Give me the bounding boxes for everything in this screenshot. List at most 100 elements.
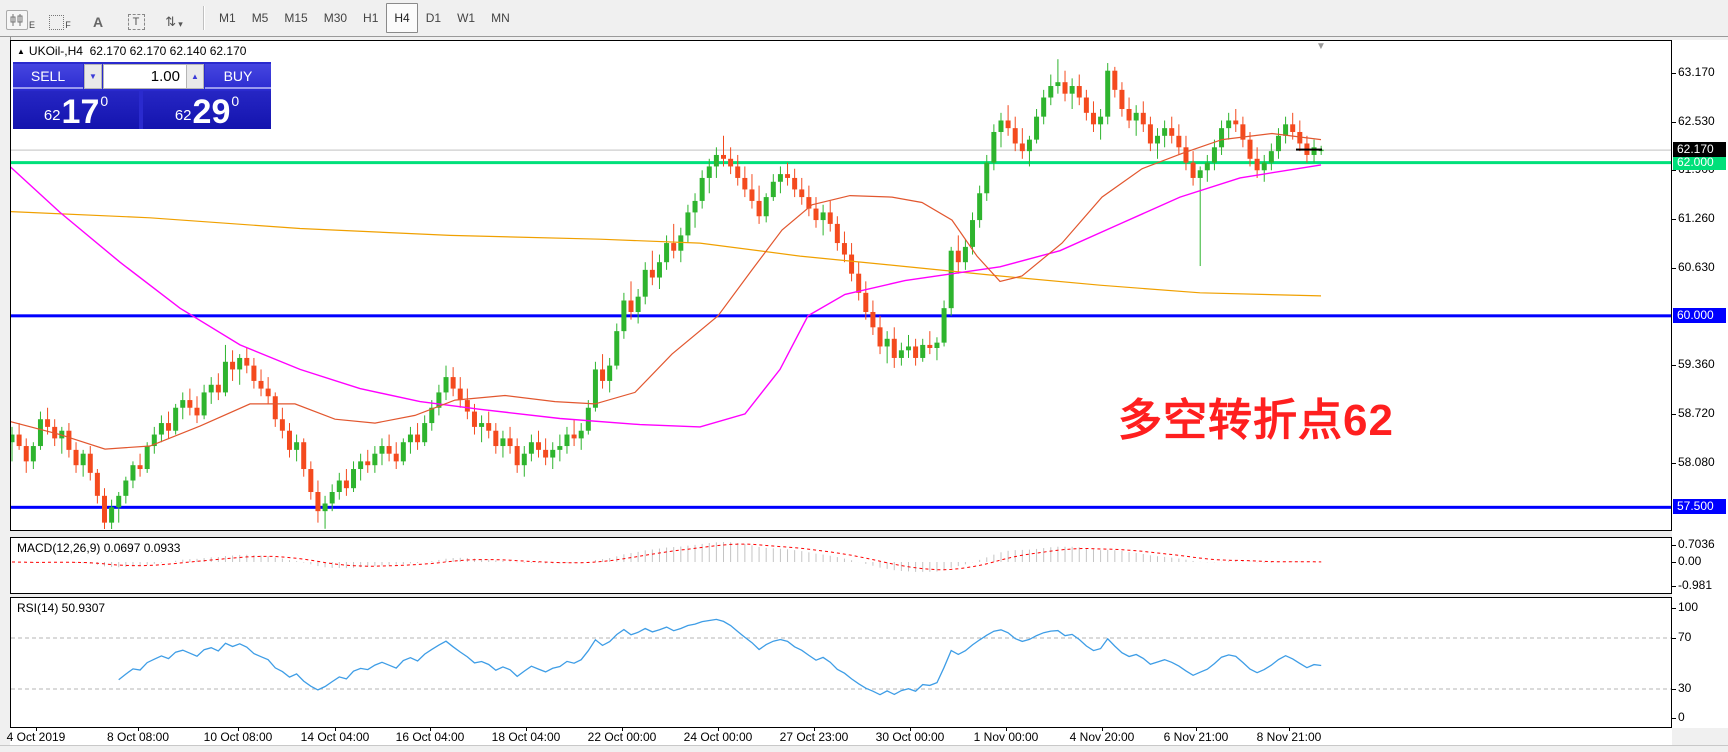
timeframe-button-w1[interactable]: W1 (457, 11, 476, 25)
axis-tick-label: 70 (1678, 630, 1692, 644)
axis-tick-mark (1672, 463, 1676, 464)
time-tick-label: 4 Oct 2019 (6, 730, 66, 744)
chart-shift-marker-icon[interactable]: ▼ (1316, 41, 1326, 52)
timeframe-button-m1[interactable]: M1 (219, 11, 236, 25)
time-tick-mark (1196, 728, 1197, 731)
time-tick-label: 10 Oct 08:00 (203, 730, 273, 744)
axis-tick-mark (1672, 219, 1676, 220)
axis-tick-label: 59.360 (1678, 357, 1715, 371)
text-label-button[interactable]: A (82, 4, 114, 32)
rsi-label: RSI(14) 50.9307 (17, 601, 106, 615)
time-tick-label: 6 Nov 21:00 (1163, 730, 1229, 744)
volume-decrease-button[interactable]: ▼ (84, 64, 102, 89)
macd-label: MACD(12,26,9) 0.0697 0.0933 (17, 541, 181, 555)
timeframe-button-h1[interactable]: H1 (363, 11, 379, 25)
text-box-icon: T (127, 14, 145, 30)
axis-tick-label: 0.7036 (1678, 537, 1715, 551)
time-tick-mark (138, 728, 139, 731)
price-axis[interactable]: 63.17062.53061.90061.26060.63059.36058.7… (1672, 40, 1728, 728)
time-tick-mark (1006, 728, 1007, 731)
pane-splitter[interactable] (10, 594, 1672, 597)
macd-pane: MACD(12,26,9) 0.0697 0.0933 (10, 537, 1672, 594)
rsi-canvas[interactable] (11, 598, 1671, 727)
timeframe-button-h4[interactable]: H4 (386, 3, 418, 33)
time-tick-mark (1289, 728, 1290, 731)
time-tick-mark (238, 728, 239, 731)
price-badge-level-blue: 57.500 (1673, 499, 1726, 514)
time-tick-label: 8 Oct 08:00 (106, 730, 170, 744)
sell-button[interactable]: SELL (13, 64, 83, 89)
time-tick-label: 16 Oct 04:00 (395, 730, 465, 744)
buy-button[interactable]: BUY (205, 64, 271, 89)
timeframe-button-group: M1 M5 M15 M30 H1 H4 D1 W1 MN (211, 3, 518, 33)
grid-button[interactable]: F (44, 4, 76, 32)
main-chart-pane: ▲ UKOil-,H4 62.170 62.170 62.140 62.170 … (10, 40, 1672, 531)
timeframe-button-m5[interactable]: M5 (251, 11, 269, 25)
time-tick-mark (1102, 728, 1103, 731)
main-toolbar: E F A T ⇅ ▾ M1 M5 M15 M30 H1 H4 D1 W1 MN (0, 0, 1728, 37)
axis-tick-mark (1672, 608, 1676, 609)
volume-increase-button[interactable]: ▲ (186, 64, 204, 89)
axis-tick-mark (1672, 718, 1676, 719)
sell-price-sup: 0 (100, 93, 109, 109)
axis-tick-mark (1672, 545, 1676, 546)
grid-icon (49, 15, 65, 30)
time-tick-mark (430, 728, 431, 731)
time-tick-mark (910, 728, 911, 731)
time-tick-mark (814, 728, 815, 731)
chart-annotation-text: 多空转折点62 (1118, 396, 1394, 445)
time-tick-mark (622, 728, 623, 731)
cursor-arrows-icon: ⇅ (165, 14, 177, 29)
chart-shortcut-icon (6, 10, 28, 30)
axis-tick-label: 0.00 (1678, 554, 1702, 568)
axis-tick-label: 63.170 (1678, 65, 1715, 79)
axis-tick-label: 100 (1678, 600, 1699, 614)
price-badge-level-green: 62.000 (1673, 155, 1726, 170)
time-tick-label: 8 Nov 21:00 (1256, 730, 1322, 744)
axis-tick-mark (1672, 73, 1676, 74)
time-tick-mark (526, 728, 527, 731)
main-chart-canvas[interactable] (11, 41, 1671, 530)
price-badge-last-price: 62.170 (1673, 142, 1726, 157)
pane-splitter[interactable] (10, 531, 1672, 537)
cursor-tools-button[interactable]: ⇅ ▾ (158, 4, 190, 32)
axis-tick-mark (1672, 268, 1676, 269)
axis-tick-mark (1672, 365, 1676, 366)
timeframe-button-m30[interactable]: M30 (323, 11, 348, 25)
rsi-pane: RSI(14) 50.9307 (10, 597, 1672, 728)
symbol-info-line: ▲ UKOil-,H4 62.170 62.170 62.140 62.170 (17, 44, 246, 58)
time-axis[interactable]: 4 Oct 2019 8 Oct 08:00 10 Oct 08:00 14 Oct … (6, 728, 1672, 745)
macd-canvas[interactable] (11, 538, 1671, 593)
buy-price-sup: 0 (231, 93, 240, 109)
buy-price-box[interactable]: 62 29 0 (143, 91, 271, 129)
timeframe-button-d1[interactable]: D1 (425, 11, 442, 25)
chevron-down-icon: ▾ (178, 19, 183, 29)
chart-shortcut-sub: E (29, 20, 36, 30)
axis-tick-label: -0.981 (1678, 578, 1713, 592)
buy-price-big: 29 (192, 93, 231, 131)
time-tick-mark (36, 728, 37, 731)
axis-tick-label: 0 (1678, 710, 1685, 724)
text-box-button[interactable]: T (120, 4, 152, 32)
axis-tick-label: 62.530 (1678, 114, 1715, 128)
bottom-strip (0, 745, 1728, 752)
axis-tick-mark (1672, 586, 1676, 587)
chart-shortcut-button[interactable]: E (3, 4, 38, 32)
time-tick-label: 30 Oct 00:00 (875, 730, 945, 744)
time-tick-label: 18 Oct 04:00 (491, 730, 561, 744)
grid-sub: F (65, 20, 71, 30)
time-tick-label: 1 Nov 00:00 (973, 730, 1039, 744)
volume-input[interactable] (103, 64, 187, 89)
axis-tick-mark (1672, 638, 1676, 639)
axis-tick-mark (1672, 414, 1676, 415)
sell-price-box[interactable]: 62 17 0 (13, 91, 139, 129)
axis-tick-mark (1672, 170, 1676, 171)
timeframe-button-mn[interactable]: MN (491, 11, 510, 25)
timeframe-button-m15[interactable]: M15 (284, 11, 308, 25)
axis-tick-mark (1672, 562, 1676, 563)
axis-tick-label: 30 (1678, 681, 1692, 695)
axis-tick-label: 58.720 (1678, 406, 1715, 420)
one-click-trading-panel: SELL ▼ ▲ BUY 62 17 0 62 29 0 (13, 62, 271, 129)
axis-tick-mark (1672, 122, 1676, 123)
